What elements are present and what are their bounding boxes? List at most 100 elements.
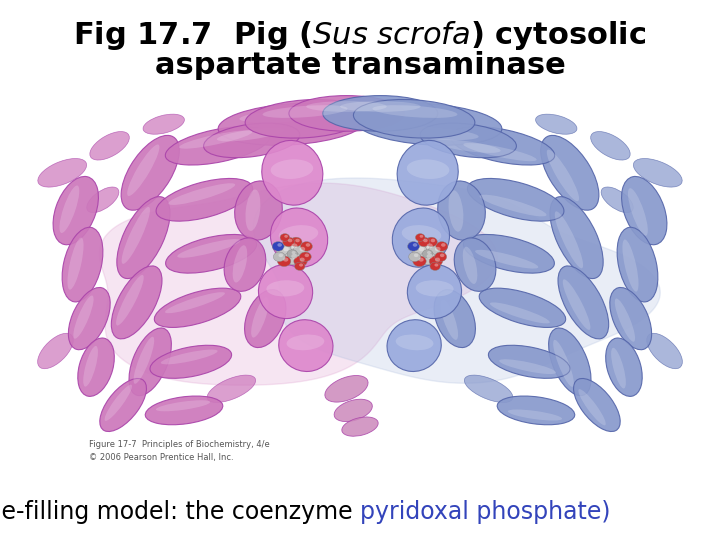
Circle shape — [294, 262, 305, 271]
Circle shape — [284, 235, 288, 238]
Circle shape — [300, 247, 305, 251]
Circle shape — [283, 237, 294, 247]
Ellipse shape — [541, 136, 599, 210]
Circle shape — [418, 258, 423, 262]
Ellipse shape — [402, 225, 441, 244]
Ellipse shape — [434, 289, 475, 348]
Circle shape — [306, 243, 310, 247]
Circle shape — [413, 243, 418, 247]
Ellipse shape — [623, 240, 639, 292]
Circle shape — [414, 254, 418, 257]
Circle shape — [299, 264, 303, 267]
Ellipse shape — [240, 108, 343, 123]
Circle shape — [436, 241, 448, 251]
Ellipse shape — [558, 266, 608, 339]
Ellipse shape — [574, 379, 620, 431]
Circle shape — [283, 258, 288, 262]
Ellipse shape — [289, 96, 404, 131]
Ellipse shape — [60, 185, 79, 233]
Circle shape — [295, 239, 300, 242]
Ellipse shape — [143, 114, 184, 134]
Ellipse shape — [647, 333, 683, 369]
Ellipse shape — [245, 99, 366, 138]
Ellipse shape — [207, 375, 256, 402]
Ellipse shape — [415, 280, 454, 296]
Ellipse shape — [271, 159, 313, 179]
Ellipse shape — [116, 275, 144, 326]
Circle shape — [426, 237, 437, 247]
Circle shape — [274, 252, 285, 261]
Ellipse shape — [166, 126, 271, 165]
Ellipse shape — [306, 101, 387, 112]
Circle shape — [423, 239, 428, 242]
Circle shape — [435, 247, 441, 251]
Text: pyridoxal phosphate): pyridoxal phosphate) — [360, 500, 611, 523]
Circle shape — [427, 251, 431, 254]
Circle shape — [435, 252, 446, 261]
Circle shape — [430, 262, 441, 271]
Circle shape — [420, 252, 436, 265]
Circle shape — [276, 245, 292, 257]
Ellipse shape — [165, 292, 225, 313]
Ellipse shape — [498, 396, 575, 425]
Circle shape — [435, 258, 440, 262]
Circle shape — [409, 252, 420, 261]
Ellipse shape — [354, 99, 475, 138]
Ellipse shape — [555, 211, 583, 268]
Ellipse shape — [480, 194, 546, 217]
Ellipse shape — [449, 126, 554, 165]
Ellipse shape — [129, 328, 171, 396]
Text: (Space-filling model: the coenzyme: (Space-filling model: the coenzyme — [0, 500, 360, 523]
Circle shape — [277, 243, 282, 247]
Ellipse shape — [601, 187, 633, 213]
Ellipse shape — [161, 349, 217, 364]
Ellipse shape — [104, 384, 132, 421]
Ellipse shape — [179, 131, 253, 149]
Ellipse shape — [263, 105, 348, 118]
Ellipse shape — [37, 333, 73, 369]
Ellipse shape — [68, 287, 110, 350]
Ellipse shape — [84, 346, 98, 387]
Circle shape — [408, 241, 420, 251]
Circle shape — [290, 237, 302, 247]
Ellipse shape — [204, 123, 300, 158]
Polygon shape — [99, 183, 498, 385]
Ellipse shape — [615, 299, 635, 342]
Ellipse shape — [150, 345, 232, 379]
Ellipse shape — [392, 208, 449, 267]
Circle shape — [415, 234, 425, 241]
Ellipse shape — [90, 132, 130, 160]
Circle shape — [305, 254, 309, 257]
Ellipse shape — [634, 159, 682, 187]
Ellipse shape — [121, 136, 179, 210]
Ellipse shape — [396, 334, 433, 350]
Ellipse shape — [342, 417, 378, 436]
Circle shape — [440, 254, 444, 257]
Circle shape — [431, 239, 435, 242]
Ellipse shape — [354, 103, 502, 145]
Circle shape — [418, 237, 430, 247]
Ellipse shape — [177, 239, 240, 258]
Ellipse shape — [387, 320, 441, 372]
Ellipse shape — [246, 190, 261, 231]
Circle shape — [284, 252, 300, 265]
Ellipse shape — [464, 143, 536, 161]
Ellipse shape — [578, 389, 606, 426]
Circle shape — [279, 254, 283, 257]
Ellipse shape — [68, 238, 84, 289]
Ellipse shape — [117, 197, 170, 279]
Ellipse shape — [122, 207, 150, 264]
Ellipse shape — [334, 399, 372, 422]
Circle shape — [412, 245, 427, 257]
Ellipse shape — [62, 227, 103, 302]
Ellipse shape — [488, 345, 570, 379]
Ellipse shape — [549, 328, 591, 396]
Ellipse shape — [611, 348, 626, 388]
Ellipse shape — [480, 288, 566, 327]
Circle shape — [272, 241, 284, 251]
Ellipse shape — [266, 280, 305, 296]
Ellipse shape — [550, 197, 603, 279]
Circle shape — [280, 234, 289, 241]
Ellipse shape — [375, 126, 479, 140]
Circle shape — [427, 254, 433, 259]
